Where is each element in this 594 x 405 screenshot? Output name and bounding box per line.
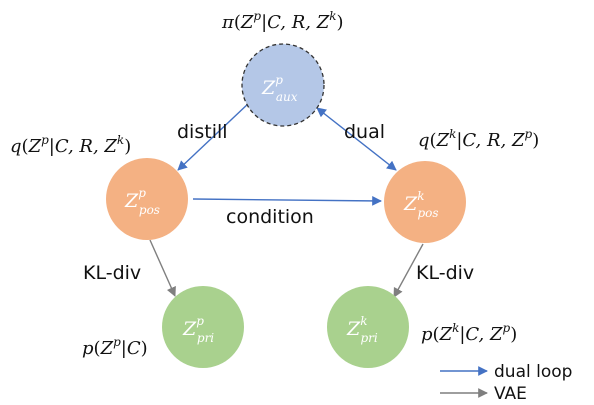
node-z-pos-p-circle <box>106 158 188 240</box>
node-z-pos-k-sub: pos <box>417 206 438 220</box>
formula-p-k-z2: Z <box>489 324 503 345</box>
node-z-pri-p-sub: pri <box>197 331 214 345</box>
formula-p-k-open: ( <box>433 324 440 345</box>
node-z-pos-k-circle <box>384 161 466 243</box>
node-z-pri-k-sub: pri <box>360 331 377 345</box>
formula-q-p-z1: Z <box>28 136 42 157</box>
edge-label-kl-left: KL-div <box>83 262 141 284</box>
formula-p-k-s1: k <box>452 321 459 335</box>
formula-p-k-given: |C, <box>459 324 490 345</box>
node-z-pos-p-sub: pos <box>139 203 160 217</box>
node-z-pri-p-main: Z <box>182 318 197 340</box>
node-z-pos-p-main: Z <box>124 190 139 212</box>
formula-q-k-z1: Z <box>436 130 450 151</box>
formula-p-k: p(Zk|C, Zp) <box>421 321 517 345</box>
legend-vae-label: VAE <box>494 384 527 404</box>
node-z-pos-k-main: Z <box>403 193 418 215</box>
node-z-pos-p: Zp pos <box>106 158 188 240</box>
node-z-pos-p-sup: p <box>138 186 146 200</box>
formula-q-k-close: ) <box>532 130 539 151</box>
node-z-aux: Zp aux <box>242 44 324 126</box>
formula-q-k-open: ( <box>430 130 437 151</box>
node-z-pos-k-sup: k <box>417 189 424 203</box>
legend-dual-loop-label: dual loop <box>494 362 572 382</box>
formula-pi-aux-given: |C, R, <box>261 12 317 33</box>
formula-q-k-z2: Z <box>511 130 525 151</box>
formula-pi-aux-open: ( <box>234 12 241 33</box>
node-z-pri-k-sup: k <box>360 314 367 328</box>
node-z-pri-k-main: Z <box>346 318 361 340</box>
edge-kl-left <box>150 240 175 296</box>
formula-p-p-fn: p <box>82 338 94 359</box>
edge-condition <box>193 199 381 201</box>
formula-q-p-s2: k <box>117 133 124 147</box>
formula-p-p-open: ( <box>94 338 101 359</box>
node-z-pri-k: Zk pri <box>327 286 409 368</box>
node-z-aux-circle <box>242 44 324 126</box>
edge-label-distill: distill <box>177 121 228 143</box>
formula-pi-aux: π(Zp|C, R, Zk) <box>221 9 344 33</box>
formula-pi-aux-close: ) <box>337 12 344 33</box>
formula-q-k: q(Zk|C, R, Zp) <box>418 127 539 151</box>
formula-q-p-fn: q <box>10 136 22 157</box>
formula-p-p-given: |C <box>121 338 141 359</box>
node-z-pri-k-circle <box>327 286 409 368</box>
edge-label-kl-right: KL-div <box>416 262 474 284</box>
formula-q-k-s1: k <box>449 127 456 141</box>
edge-label-dual: dual <box>344 121 385 143</box>
node-z-aux-main: Z <box>261 77 276 99</box>
formula-p-k-close: ) <box>510 324 517 345</box>
formula-pi-aux-s2: k <box>329 9 336 23</box>
formula-q-p-given: |C, R, <box>49 136 105 157</box>
formula-pi-aux-z2: Z <box>316 12 330 33</box>
node-z-pri-p-sup: p <box>196 314 204 328</box>
formula-p-p-z1: Z <box>100 338 114 359</box>
formula-q-k-given: |C, R, <box>456 130 512 151</box>
formula-q-k-fn: q <box>418 130 430 151</box>
formula-pi-aux-z1: Z <box>240 12 254 33</box>
formula-q-p-open: ( <box>22 136 29 157</box>
formula-q-p-close: ) <box>124 136 131 157</box>
formula-q-p-z2: Z <box>103 136 117 157</box>
formula-p-p: p(Zp|C) <box>82 335 148 359</box>
formula-p-p-close: ) <box>141 338 148 359</box>
node-z-pri-p: Zp pri <box>162 286 244 368</box>
formula-q-p: q(Zp|C, R, Zk) <box>10 133 131 157</box>
node-z-pos-k: Zk pos <box>384 161 466 243</box>
formula-p-k-fn: p <box>421 324 433 345</box>
node-z-aux-sup: p <box>275 73 283 87</box>
node-z-aux-sub: aux <box>276 90 298 104</box>
edge-label-condition: condition <box>226 206 314 228</box>
legend: dual loop VAE <box>440 362 572 404</box>
formula-p-k-z1: Z <box>439 324 453 345</box>
